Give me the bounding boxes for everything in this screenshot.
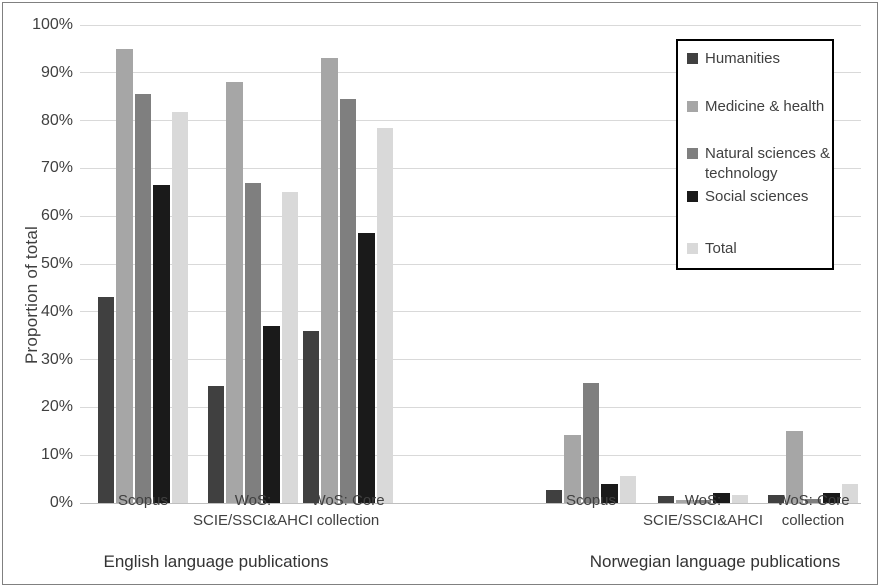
y-tick-30: 30% bbox=[40, 350, 73, 368]
gridline-10 bbox=[80, 454, 861, 456]
y-tick-10: 10% bbox=[40, 446, 73, 464]
bar-total bbox=[841, 484, 859, 503]
bar-social-sciences bbox=[358, 232, 375, 503]
gridline-20 bbox=[80, 406, 861, 408]
bar-total bbox=[171, 112, 189, 503]
gridline-30 bbox=[80, 359, 861, 361]
legend-item-humanities: Humanities bbox=[687, 49, 780, 69]
bar-medicine-health bbox=[321, 58, 338, 503]
bar-cluster-wos-scie-ssci-ahci-norwegian bbox=[658, 492, 749, 503]
bar-total bbox=[281, 192, 299, 503]
x-tick-4: WoS: SCIE/SSCI&AHCI bbox=[642, 492, 764, 529]
bar-humanities bbox=[658, 495, 675, 503]
gridline-40 bbox=[80, 311, 861, 313]
bar-social-sciences bbox=[601, 483, 618, 503]
y-tick-100: 100% bbox=[32, 16, 73, 33]
gridline-50 bbox=[80, 263, 861, 265]
y-tick-20: 20% bbox=[40, 398, 73, 416]
legend-swatch-social-sciences bbox=[687, 191, 698, 202]
x-tick-5: WoS: Core collection bbox=[776, 492, 850, 529]
y-tick-50: 50% bbox=[40, 255, 73, 272]
gridline-80 bbox=[80, 120, 861, 122]
legend-label-humanities: Humanities bbox=[705, 50, 781, 67]
bar-medicine-health bbox=[564, 434, 581, 503]
bar-natural-sciences-technology bbox=[694, 500, 712, 503]
bar-medicine-health bbox=[676, 499, 693, 503]
gridline-90 bbox=[80, 72, 861, 74]
x-tick-1: WoS: SCIE/SSCI&AHCI bbox=[192, 492, 314, 529]
bar-cluster-scopus-norwegian bbox=[546, 382, 637, 503]
bar-total bbox=[619, 475, 637, 503]
bar-natural-sciences-technology bbox=[582, 382, 600, 503]
y-tick-70: 70% bbox=[40, 159, 73, 177]
plot-area bbox=[80, 24, 865, 504]
bar-humanities bbox=[546, 489, 563, 503]
legend-item-social-sciences: Social sciences bbox=[687, 187, 808, 207]
bar-cluster-scopus-english bbox=[98, 48, 189, 503]
y-tick-90: 90% bbox=[40, 63, 73, 81]
legend-item-medicine-health: Medicine & health bbox=[687, 97, 824, 117]
bar-medicine-health bbox=[786, 431, 803, 503]
bar-social-sciences bbox=[153, 185, 170, 503]
y-tick-80: 80% bbox=[40, 111, 73, 129]
gridline-100 bbox=[80, 24, 861, 26]
y-tick-60: 60% bbox=[40, 207, 73, 225]
legend-swatch-humanities bbox=[687, 53, 698, 64]
bar-total bbox=[376, 127, 394, 503]
bar-natural-sciences-technology bbox=[134, 94, 152, 503]
group-label-english-language-publications: English language publications bbox=[103, 552, 329, 571]
legend-label-total: Total bbox=[705, 240, 737, 257]
bar-cluster-wos-core-collection-norwegian bbox=[768, 431, 859, 503]
bar-total bbox=[731, 495, 749, 503]
x-tick-3: Scopus bbox=[565, 492, 617, 509]
gridline-60 bbox=[80, 215, 861, 217]
x-axis-line bbox=[80, 502, 861, 504]
legend-label-medicine-health: Medicine & health bbox=[705, 98, 825, 115]
y-tick-0: 0% bbox=[49, 494, 73, 511]
bar-humanities bbox=[303, 330, 320, 503]
group-label-norwegian-language-publications: Norwegian language publications bbox=[589, 552, 841, 571]
x-tick-0: Scopus bbox=[117, 492, 169, 509]
legend-item-total: Total bbox=[687, 239, 737, 259]
legend-item-natural-sciences-technology: Natural sciences & technology bbox=[687, 144, 830, 184]
x-tick-2: WoS: Core collection bbox=[311, 492, 385, 529]
bar-natural-sciences-technology bbox=[244, 182, 262, 503]
bar-humanities bbox=[98, 297, 115, 503]
legend-swatch-natural-sciences-technology bbox=[687, 148, 698, 159]
legend-label-social-sciences: Social sciences bbox=[705, 188, 809, 205]
bar-medicine-health bbox=[226, 82, 243, 503]
bar-cluster-wos-core-collection-english bbox=[303, 58, 394, 503]
bar-social-sciences bbox=[713, 492, 730, 503]
legend-label-natural-sciences-technology: Natural sciences & technology bbox=[705, 145, 831, 182]
y-axis-title: Proportion of total bbox=[22, 226, 41, 364]
legend: Humanities Medicine & health Natural scien… bbox=[676, 39, 834, 270]
bar-natural-sciences-technology bbox=[339, 99, 357, 503]
bar-social-sciences bbox=[263, 326, 280, 503]
y-tick-40: 40% bbox=[40, 302, 73, 320]
bar-medicine-health bbox=[116, 48, 133, 503]
bar-humanities bbox=[768, 494, 785, 503]
legend-swatch-total bbox=[687, 243, 698, 254]
bar-cluster-wos-scie-ssci-ahci-english bbox=[208, 82, 299, 503]
bar-humanities bbox=[208, 385, 225, 503]
bar-natural-sciences-technology bbox=[804, 499, 822, 503]
gridline-70 bbox=[80, 167, 861, 169]
bar-social-sciences bbox=[823, 492, 840, 503]
legend-swatch-medicine-health bbox=[687, 101, 698, 112]
